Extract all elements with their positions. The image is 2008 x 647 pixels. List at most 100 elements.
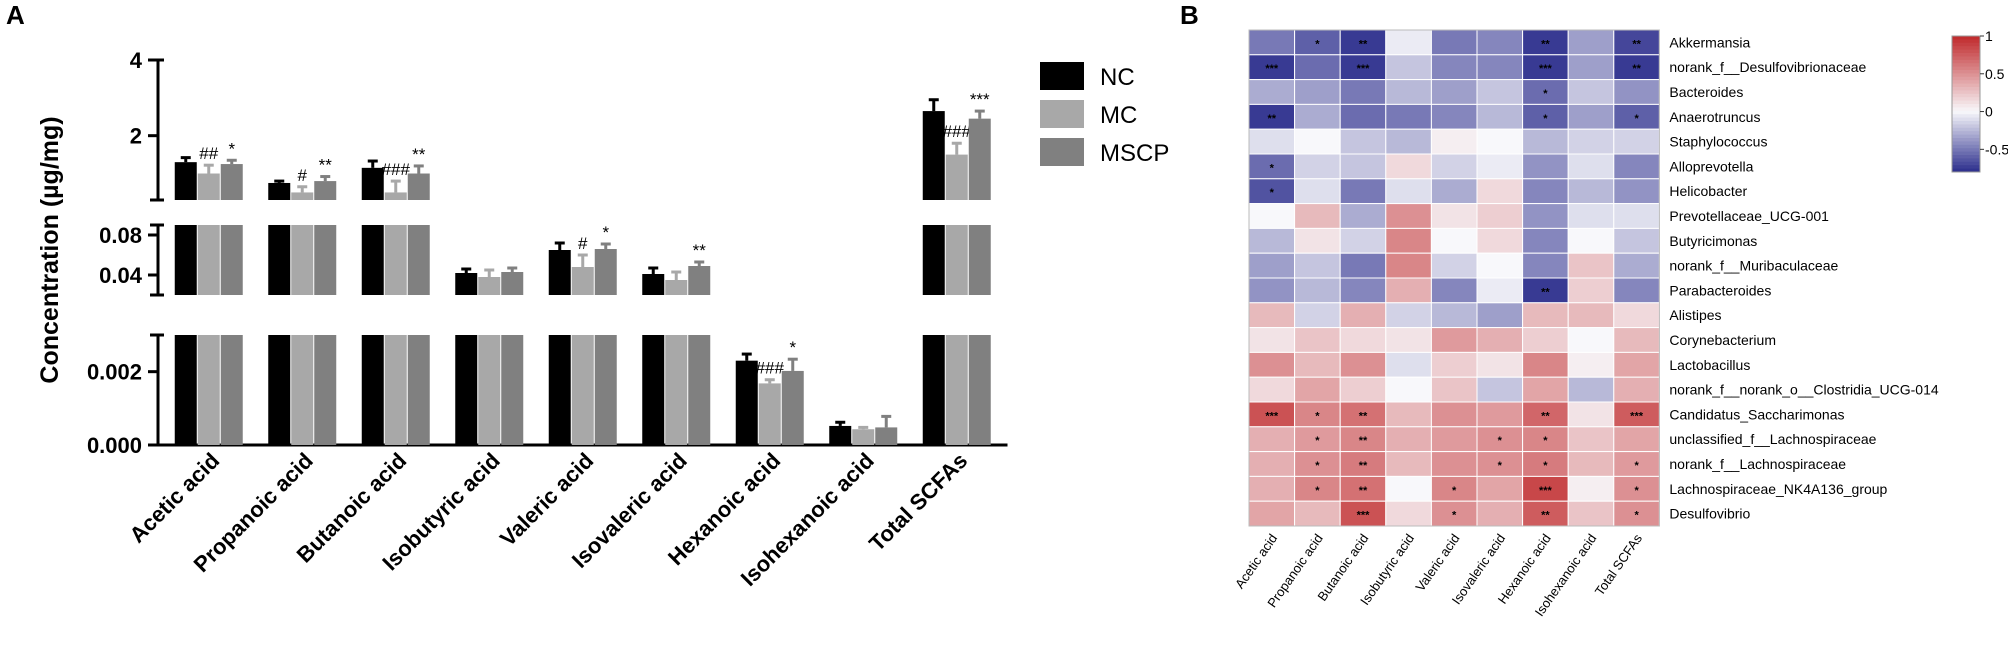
heatmap-row-label-desulfovibrio: Desulfovibrio bbox=[1669, 506, 1750, 522]
colorbar-step bbox=[1952, 165, 1980, 170]
colorbar-step bbox=[1952, 59, 1980, 64]
bar-mscp-isobutyric-acid-seg0 bbox=[501, 335, 524, 445]
heatmap-cell-norank-f-lachnospiraceae-isobutyric-acid bbox=[1385, 451, 1432, 477]
colorbar-step bbox=[1952, 114, 1980, 119]
bar-mc-propanoic-acid-seg1 bbox=[291, 225, 314, 295]
heatmap-cell-akkermansia-isohexanoic-acid bbox=[1567, 29, 1615, 56]
heatmap-row-label-alistipes: Alistipes bbox=[1669, 307, 1721, 323]
bar-mscp-acetic-acid bbox=[220, 164, 243, 200]
bar-mscp-hexanoic-acid bbox=[781, 370, 804, 445]
bar-mc-valeric-acid-seg0 bbox=[571, 335, 594, 445]
heatmap-cell-desulfovibrio-hexanoic-acid bbox=[1522, 500, 1569, 527]
heatmap-cell-anaerotruncus-butanoic-acid bbox=[1339, 103, 1387, 130]
heatmap-cell-parabacteroides-valeric-acid bbox=[1430, 277, 1478, 304]
heatmap-star: * bbox=[1270, 187, 1275, 199]
heatmap-cell-norank-f-desulfovibrionaceae-hexanoic-acid bbox=[1522, 54, 1569, 81]
heatmap-cell-candidatus-saccharimonas-isohexanoic-acid bbox=[1567, 401, 1615, 428]
bar-mscp-acetic-acid-seg1 bbox=[220, 225, 243, 295]
colorbar-step bbox=[1952, 151, 1980, 156]
significance-mark: # bbox=[298, 166, 308, 185]
heatmap-row-label-akkermansia: Akkermansia bbox=[1669, 34, 1750, 50]
heatmap-star: ** bbox=[1359, 460, 1368, 472]
colorbar-step bbox=[1952, 97, 1980, 102]
heatmap-row-label-staphylococcus: Staphylococcus bbox=[1669, 134, 1767, 150]
bar-mc-butanoic-acid-seg1 bbox=[384, 225, 407, 295]
bar-mscp-isobutyric-acid bbox=[501, 272, 524, 295]
significance-mark: ** bbox=[693, 241, 707, 260]
colorbar-step bbox=[1952, 36, 1980, 40]
heatmap-col-label-total-scfas: Total SCFAs bbox=[1592, 531, 1646, 599]
colorbar-step bbox=[1952, 124, 1980, 129]
colorbar-step bbox=[1952, 117, 1980, 122]
y-tick-label: 4 bbox=[130, 48, 143, 73]
heatmap-cell-lachnospiraceae-nk4a136-group-hexanoic-acid bbox=[1522, 475, 1569, 502]
heatmap-cell-prevotellaceae-ucg-001-isohexanoic-acid bbox=[1567, 203, 1615, 229]
heatmap-cell-alistipes-isohexanoic-acid bbox=[1567, 302, 1615, 329]
heatmap-cell-alloprevotella-butanoic-acid bbox=[1339, 153, 1387, 180]
heatmap-row-label-anaerotruncus: Anaerotruncus bbox=[1669, 109, 1760, 125]
heatmap-row-label-unclassified-f-lachnospiraceae: unclassified_f__Lachnospiraceae bbox=[1669, 431, 1876, 447]
heatmap-cell-candidatus-saccharimonas-butanoic-acid bbox=[1339, 401, 1387, 428]
heatmap-cell-norank-f-lachnospiraceae-isovaleric-acid bbox=[1476, 451, 1524, 477]
colorbar-step bbox=[1952, 155, 1980, 159]
significance-mark: ** bbox=[319, 156, 333, 175]
heatmap-cell-bacteroides-total-scfas bbox=[1613, 79, 1660, 105]
heatmap-cell-norank-f-desulfovibrionaceae-propanoic-acid bbox=[1294, 54, 1341, 81]
heatmap-cell-anaerotruncus-isobutyric-acid bbox=[1385, 103, 1432, 130]
heatmap-star: ** bbox=[1359, 410, 1368, 422]
heatmap-row-label-lachnospiraceae-nk4a136-group: Lachnospiraceae_NK4A136_group bbox=[1669, 481, 1887, 497]
colorbar-step bbox=[1952, 70, 1980, 74]
colorbar-step bbox=[1952, 100, 1980, 105]
heatmap-cell-staphylococcus-acetic-acid bbox=[1248, 128, 1296, 155]
heatmap-cell-alloprevotella-hexanoic-acid bbox=[1522, 153, 1569, 180]
heatmap-star: * bbox=[1452, 510, 1457, 522]
heatmap-cell-staphylococcus-propanoic-acid bbox=[1294, 128, 1341, 155]
heatmap-star: ** bbox=[1541, 410, 1550, 422]
heatmap-row-label-lactobacillus: Lactobacillus bbox=[1669, 357, 1750, 373]
heatmap-cell-bacteroides-hexanoic-acid bbox=[1522, 79, 1569, 105]
heatmap-cell-alistipes-butanoic-acid bbox=[1339, 302, 1387, 329]
heatmap-cell-desulfovibrio-isohexanoic-acid bbox=[1567, 500, 1615, 527]
bar-nc-total-scfas bbox=[922, 111, 945, 200]
heatmap-cell-lactobacillus-butanoic-acid bbox=[1339, 351, 1387, 378]
significance-mark: * bbox=[789, 338, 796, 357]
heatmap-cell-unclassified-f-lachnospiraceae-total-scfas bbox=[1613, 426, 1660, 453]
heatmap-cell-anaerotruncus-valeric-acid bbox=[1430, 103, 1478, 130]
bar-nc-isovaleric-acid-seg0 bbox=[642, 335, 665, 445]
colorbar-step bbox=[1952, 141, 1980, 146]
heatmap-cell-alistipes-acetic-acid bbox=[1248, 302, 1296, 329]
bar-nc-isovaleric-acid bbox=[642, 274, 665, 295]
heatmap-cell-lachnospiraceae-nk4a136-group-isobutyric-acid bbox=[1385, 475, 1432, 502]
heatmap-cell-butyricimonas-propanoic-acid bbox=[1294, 227, 1341, 254]
colorbar-step bbox=[1952, 134, 1980, 139]
heatmap-cell-corynebacterium-isovaleric-acid bbox=[1476, 327, 1524, 353]
panel-b-label: B bbox=[1180, 0, 1199, 30]
heatmap-star: * bbox=[1452, 485, 1457, 497]
heatmap-cell-akkermansia-hexanoic-acid bbox=[1522, 29, 1569, 56]
colorbar-step bbox=[1952, 42, 1980, 47]
colorbar-step bbox=[1952, 56, 1980, 61]
heatmap-cell-lactobacillus-isohexanoic-acid bbox=[1567, 351, 1615, 378]
colorbar-tick-label: 0 bbox=[1985, 104, 1993, 120]
heatmap-star: * bbox=[1498, 460, 1503, 472]
heatmap-cell-alistipes-isovaleric-acid bbox=[1476, 302, 1524, 329]
heatmap-cell-norank-f-muribaculaceae-acetic-acid bbox=[1248, 252, 1296, 279]
heatmap-cell-prevotellaceae-ucg-001-acetic-acid bbox=[1248, 203, 1296, 229]
colorbar-step bbox=[1952, 93, 1980, 98]
bar-nc-acetic-acid-seg1 bbox=[174, 225, 197, 295]
heatmap-col-label-valeric-acid: Valeric acid bbox=[1412, 531, 1462, 594]
bar-mc-isohexanoic-acid bbox=[852, 429, 875, 445]
y-tick-label: 0.002 bbox=[87, 360, 142, 385]
bar-mscp-isohexanoic-acid bbox=[875, 427, 898, 445]
heatmap-cell-norank-f-muribaculaceae-valeric-acid bbox=[1430, 252, 1478, 279]
heatmap-star: ** bbox=[1359, 485, 1368, 497]
bar-nc-isohexanoic-acid bbox=[829, 425, 852, 445]
heatmap-cell-parabacteroides-propanoic-acid bbox=[1294, 277, 1341, 304]
heatmap-cell-anaerotruncus-total-scfas bbox=[1613, 103, 1660, 130]
heatmap-cell-candidatus-saccharimonas-valeric-acid bbox=[1430, 401, 1478, 428]
heatmap-cell-butyricimonas-isovaleric-acid bbox=[1476, 227, 1524, 254]
colorbar-border bbox=[1951, 35, 1981, 173]
bar-nc-butanoic-acid-seg0 bbox=[361, 335, 384, 445]
heatmap-cell-helicobacter-total-scfas bbox=[1613, 178, 1660, 205]
heatmap-col-label-acetic-acid: Acetic acid bbox=[1232, 531, 1280, 591]
